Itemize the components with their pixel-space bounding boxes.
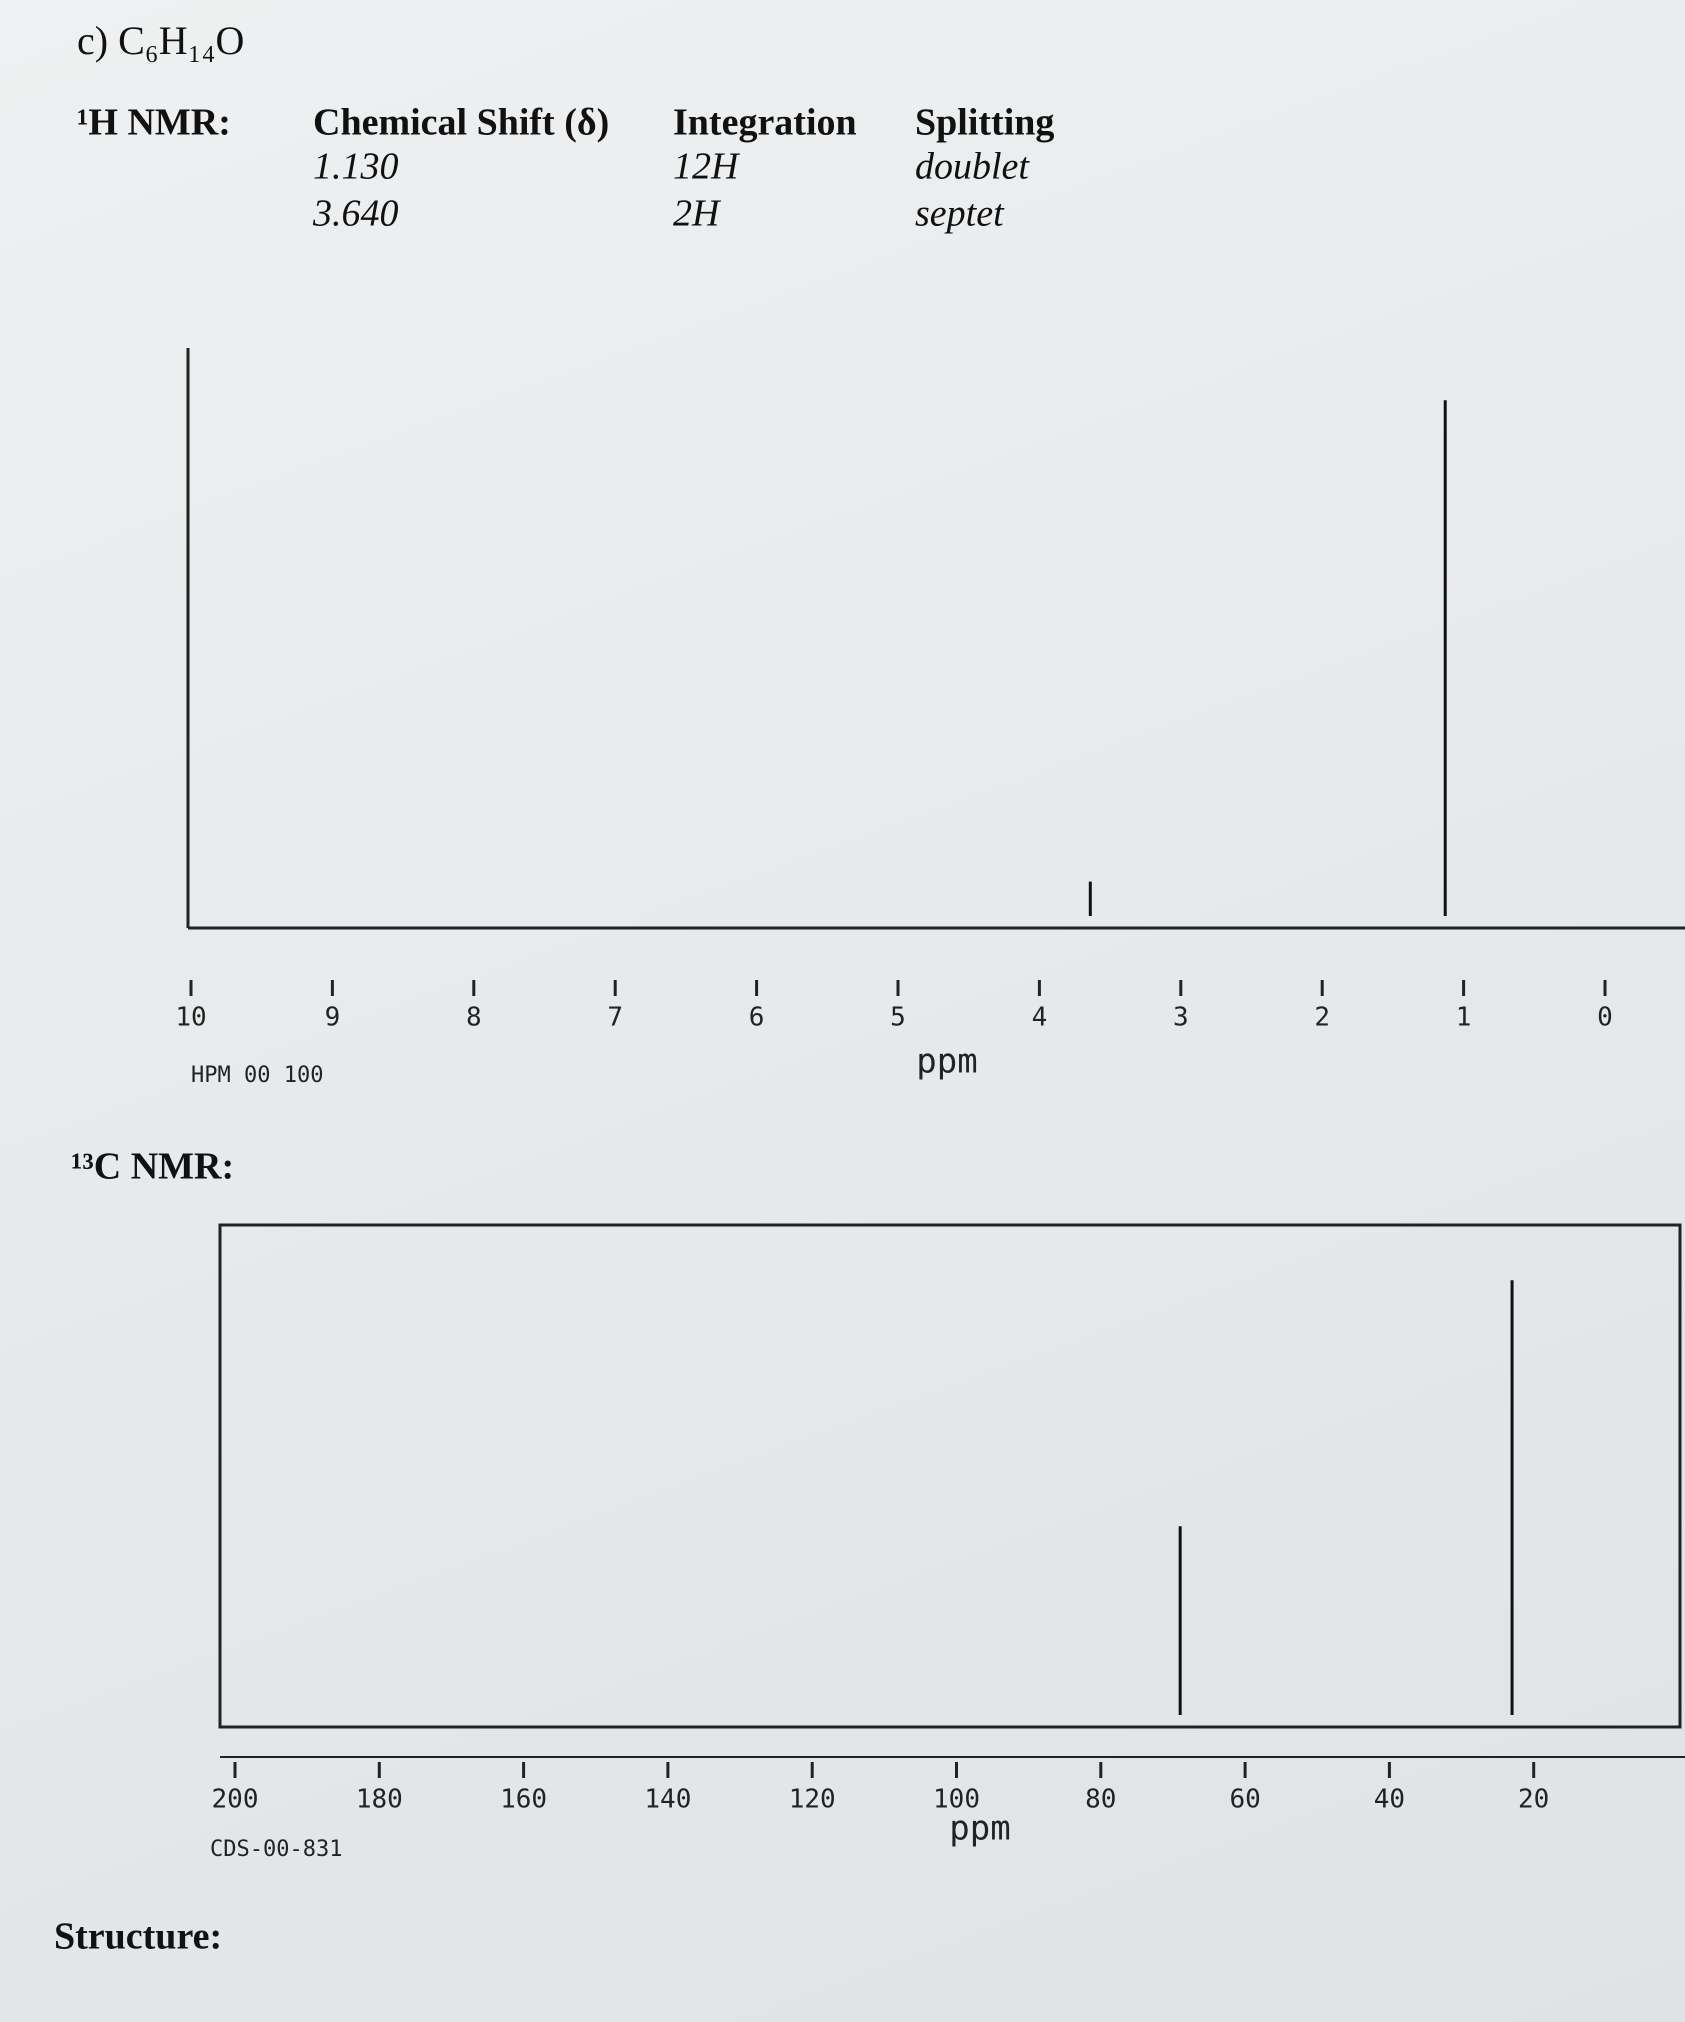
note: HPM 00 100 (191, 1063, 323, 1088)
x-tick-label: 7 (607, 1003, 623, 1033)
cell: septet (915, 193, 1005, 235)
column-header: Chemical Shift (δ) (313, 102, 609, 144)
cell: 12H (673, 146, 741, 188)
x-tick-label: 3 (1173, 1003, 1189, 1033)
x-tick-label: 6 (749, 1003, 765, 1033)
x-tick-label: 40 (1374, 1785, 1405, 1815)
x-axis-label: ppm (949, 1809, 1010, 1849)
x-tick-label: 100 (933, 1785, 980, 1815)
x-tick-label: 180 (356, 1785, 403, 1815)
column-header: Splitting (915, 102, 1054, 144)
x-tick-label: 2 (1314, 1003, 1330, 1033)
x-tick-label: 60 (1229, 1785, 1260, 1815)
x-tick-label: 4 (1032, 1003, 1048, 1033)
x-tick-label: 200 (212, 1785, 259, 1815)
c-nmr-label: ¹³C NMR: (71, 1146, 234, 1188)
cell: 1.130 (313, 146, 399, 188)
x-tick-label: 80 (1085, 1785, 1116, 1815)
x-tick-label: 5 (890, 1003, 906, 1033)
x-tick-label: 0 (1597, 1003, 1613, 1033)
cell: 3.640 (312, 193, 399, 235)
note: CDS-00-831 (210, 1837, 342, 1862)
x-tick-label: 20 (1518, 1785, 1549, 1815)
x-tick-label: 120 (789, 1785, 836, 1815)
x-tick-label: 9 (325, 1003, 341, 1033)
cell: doublet (915, 146, 1030, 188)
x-axis-label: ppm (916, 1042, 977, 1082)
x-tick-label: 160 (500, 1785, 547, 1815)
column-header: Integration (673, 102, 857, 144)
x-tick-label: 140 (644, 1785, 691, 1815)
x-tick-label: 8 (466, 1003, 482, 1033)
x-tick-label: 10 (175, 1003, 206, 1033)
title: c) C₆H₁₄O (77, 18, 244, 63)
plot-frame (218, 1223, 1682, 1729)
cell: 2H (673, 193, 722, 235)
x-tick-label: 1 (1456, 1003, 1472, 1033)
structure-label: Structure: (54, 1916, 222, 1958)
h-nmr-label: ¹H NMR: (77, 102, 231, 144)
